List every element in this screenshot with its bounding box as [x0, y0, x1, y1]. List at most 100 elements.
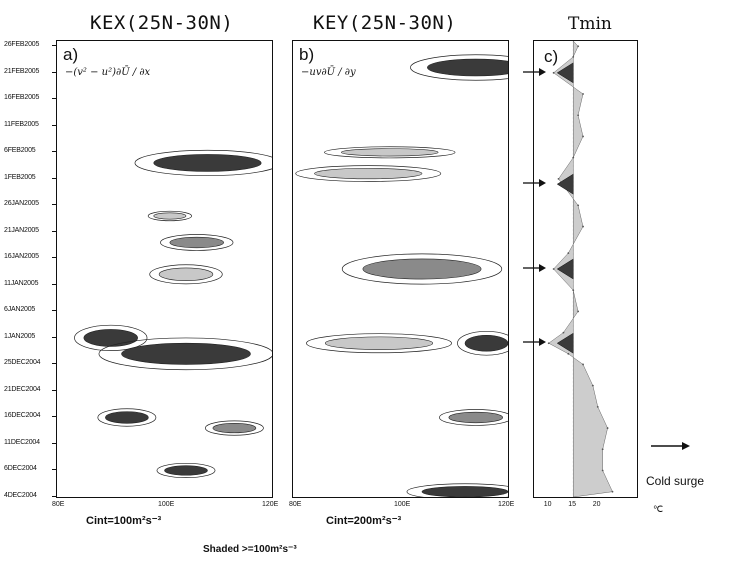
cold-surge-arrow	[523, 338, 546, 347]
y-tick-mark	[52, 230, 56, 232]
panel-b-label: b)	[299, 45, 315, 64]
y-tick-label: 21JAN2005	[4, 226, 39, 234]
y-tick-label: 11DEC2004	[4, 438, 40, 446]
tmin-point	[601, 448, 604, 451]
key-feature	[314, 167, 423, 180]
kex-feature	[153, 154, 262, 172]
tmin-point	[577, 45, 580, 48]
y-tick-label: 16FEB2005	[4, 94, 40, 102]
tmin-point	[567, 252, 570, 254]
cold-surge-arrow-head	[539, 338, 546, 347]
tmin-point	[572, 156, 575, 159]
panel-b-formula: −uv∂Ū / ∂y	[301, 67, 356, 78]
y-tick-label: 6FEB2005	[4, 147, 36, 155]
y-tick-mark	[52, 124, 56, 126]
y-tick-mark	[52, 469, 56, 471]
y-tick-label: 26JAN2005	[4, 200, 39, 208]
key-feature-outer-contour	[295, 165, 442, 182]
y-tick-label: 6JAN2005	[4, 306, 36, 314]
kex-feature	[212, 422, 257, 434]
panel-b-title: KEY(25N-30N)	[313, 12, 457, 34]
cold-surge-arrow-head	[539, 67, 546, 76]
y-tick-label: 16JAN2005	[4, 253, 39, 261]
y-tick-label: 16DEC2004	[4, 412, 41, 420]
panel-a-frame: a) −(v² − u²)∂Ū / ∂x	[56, 40, 273, 498]
x-tick-label-a: 100E	[158, 501, 175, 508]
cold-surge-shape	[556, 173, 574, 195]
y-tick-mark	[52, 363, 56, 365]
kex-feature-outer-contour	[156, 462, 216, 478]
tmin-point	[577, 310, 580, 313]
key-feature-outer-contour	[341, 253, 503, 285]
cint-panel-b: Cint=200m²s⁻³	[326, 515, 402, 527]
tmin-point	[567, 352, 570, 355]
key-feature	[324, 336, 434, 350]
y-tick-label: 1JAN2005	[4, 332, 36, 340]
key-feature	[427, 58, 508, 77]
kex-feature-outer-contour	[97, 408, 157, 427]
y-tick-mark	[52, 310, 56, 312]
y-tick-mark	[52, 204, 56, 206]
kex-feature	[105, 411, 149, 424]
key-feature-outer-contour	[324, 146, 456, 159]
key-feature	[421, 486, 508, 497]
cold-surge-shape	[556, 332, 574, 354]
cint-panel-a: Cint=100m²s⁻³	[86, 515, 162, 527]
kex-feature-outer-contour	[147, 210, 192, 222]
key-feature-outer-contour	[457, 330, 508, 356]
key-feature	[448, 411, 503, 424]
x-tick-label-c: 15	[568, 501, 577, 508]
cold-surge-arrow	[523, 179, 546, 188]
panel-b-frame: b) −uv∂Ū / ∂y	[292, 40, 509, 498]
kex-feature	[121, 342, 251, 365]
tmin-point	[582, 363, 584, 366]
panel-c-frame: c)	[533, 40, 638, 498]
cold-surge-legend-arrow	[651, 442, 690, 450]
y-tick-mark	[52, 389, 56, 391]
y-tick-mark	[52, 442, 56, 444]
tmin-point	[572, 289, 575, 292]
kex-feature-outer-contour	[98, 337, 272, 371]
panel-a-label: a)	[63, 45, 79, 64]
panel-a-title: KEX(25N-30N)	[90, 12, 234, 34]
y-tick-mark	[52, 257, 56, 259]
panel-b-plot	[295, 54, 508, 497]
x-tick-label-b: 120E	[498, 501, 515, 508]
kex-feature	[83, 329, 138, 347]
key-feature-outer-contour	[306, 333, 452, 354]
tmin-point	[562, 331, 565, 334]
tmin-point	[547, 342, 550, 345]
y-tick-mark	[52, 98, 56, 100]
tmin-point	[591, 384, 594, 387]
x-tick-label-a: 80E	[52, 501, 65, 508]
tmin-point	[577, 204, 580, 207]
panel-a-plot	[74, 149, 272, 478]
cold-surge-arrow-head	[539, 179, 546, 188]
y-tick-label: 11JAN2005	[4, 279, 39, 287]
y-tick-mark	[52, 336, 56, 338]
cold-surge-shape	[556, 62, 574, 84]
tmin-point	[572, 56, 575, 58]
kex-feature-outer-contour	[160, 234, 234, 251]
y-tick-label: 21FEB2005	[4, 67, 40, 75]
tmin-point	[611, 490, 614, 493]
x-tick-label-b: 80E	[289, 501, 302, 508]
y-tick-label: 1FEB2005	[4, 173, 36, 181]
kex-feature	[153, 212, 187, 220]
y-tick-label: 6DEC2004	[4, 465, 37, 473]
y-tick-mark	[52, 416, 56, 418]
cold-surge-arrow	[523, 264, 546, 272]
shading-note: Shaded >=100m²s⁻³	[203, 544, 297, 555]
panel-c-plot	[547, 41, 614, 497]
tmin-point	[552, 268, 555, 270]
tmin-point	[582, 135, 584, 138]
x-tick-label-c: 20	[592, 501, 601, 508]
y-tick-label: 21DEC2004	[4, 385, 41, 393]
kex-feature-outer-contour	[149, 264, 223, 285]
kex-feature	[169, 236, 224, 249]
y-tick-label: 25DEC2004	[4, 359, 41, 367]
tmin-point	[606, 427, 609, 429]
kex-feature-outer-contour	[134, 149, 272, 177]
y-tick-mark	[52, 45, 56, 47]
key-feature	[464, 334, 508, 352]
